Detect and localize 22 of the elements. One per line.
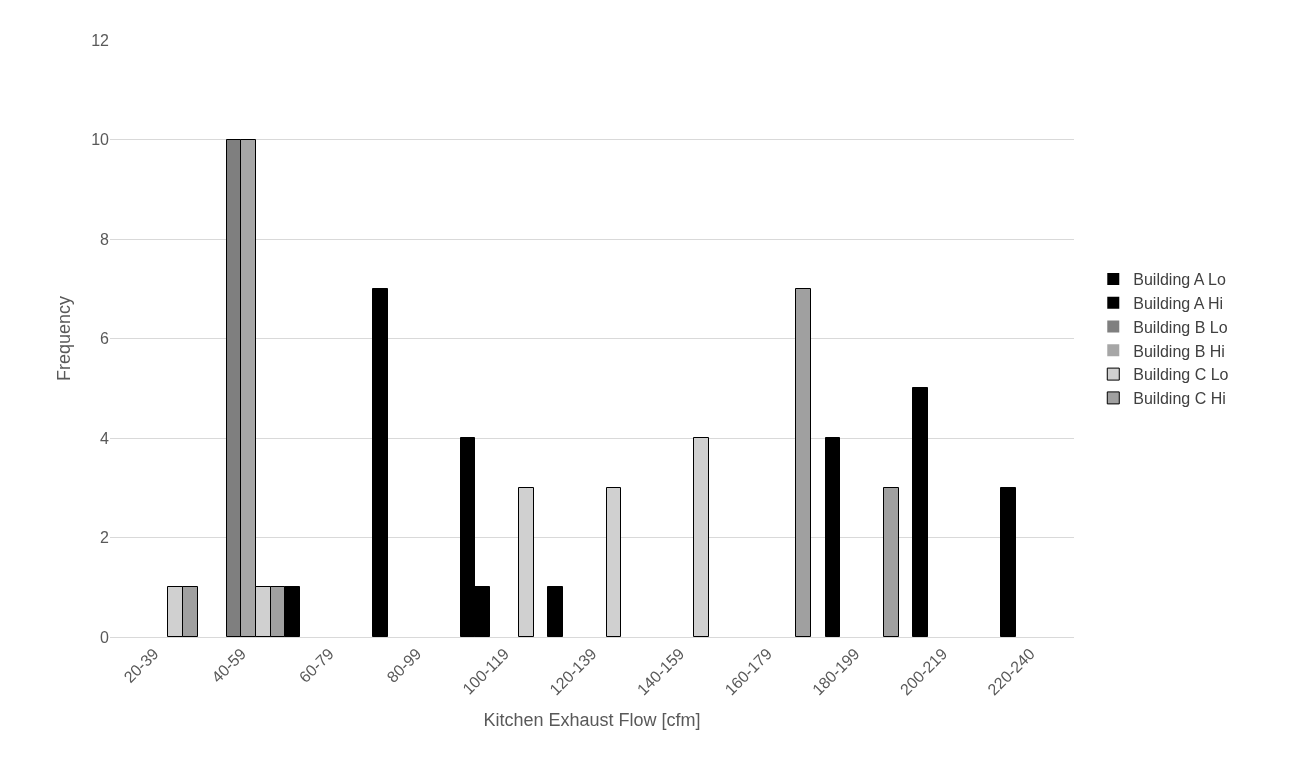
legend-label: Building A Lo — [1133, 271, 1226, 289]
y-tick-label: 10 — [91, 131, 110, 149]
legend-label: Building A Hi — [1133, 294, 1224, 312]
bar — [372, 288, 388, 637]
y-tick-label: 0 — [100, 628, 110, 646]
bar — [912, 387, 928, 637]
bar — [1000, 487, 1016, 637]
y-tick-label: 12 — [91, 31, 110, 49]
x-axis-title: Kitchen Exhaust Flow [cfm] — [483, 709, 701, 730]
y-tick-label: 8 — [100, 230, 110, 248]
bar — [547, 586, 563, 637]
legend-label: Building C Hi — [1133, 390, 1226, 408]
bar — [795, 288, 811, 637]
y-tick-label: 6 — [100, 330, 110, 348]
bar — [883, 487, 899, 637]
legend-label: Building C Lo — [1133, 366, 1229, 384]
bar — [825, 437, 840, 637]
legend-label: Building B Hi — [1133, 342, 1225, 360]
y-axis-title: Frequency — [54, 295, 75, 382]
y-tick-label: 2 — [100, 529, 110, 547]
legend-label: Building B Lo — [1133, 318, 1228, 336]
y-tick-label: 4 — [100, 429, 110, 447]
